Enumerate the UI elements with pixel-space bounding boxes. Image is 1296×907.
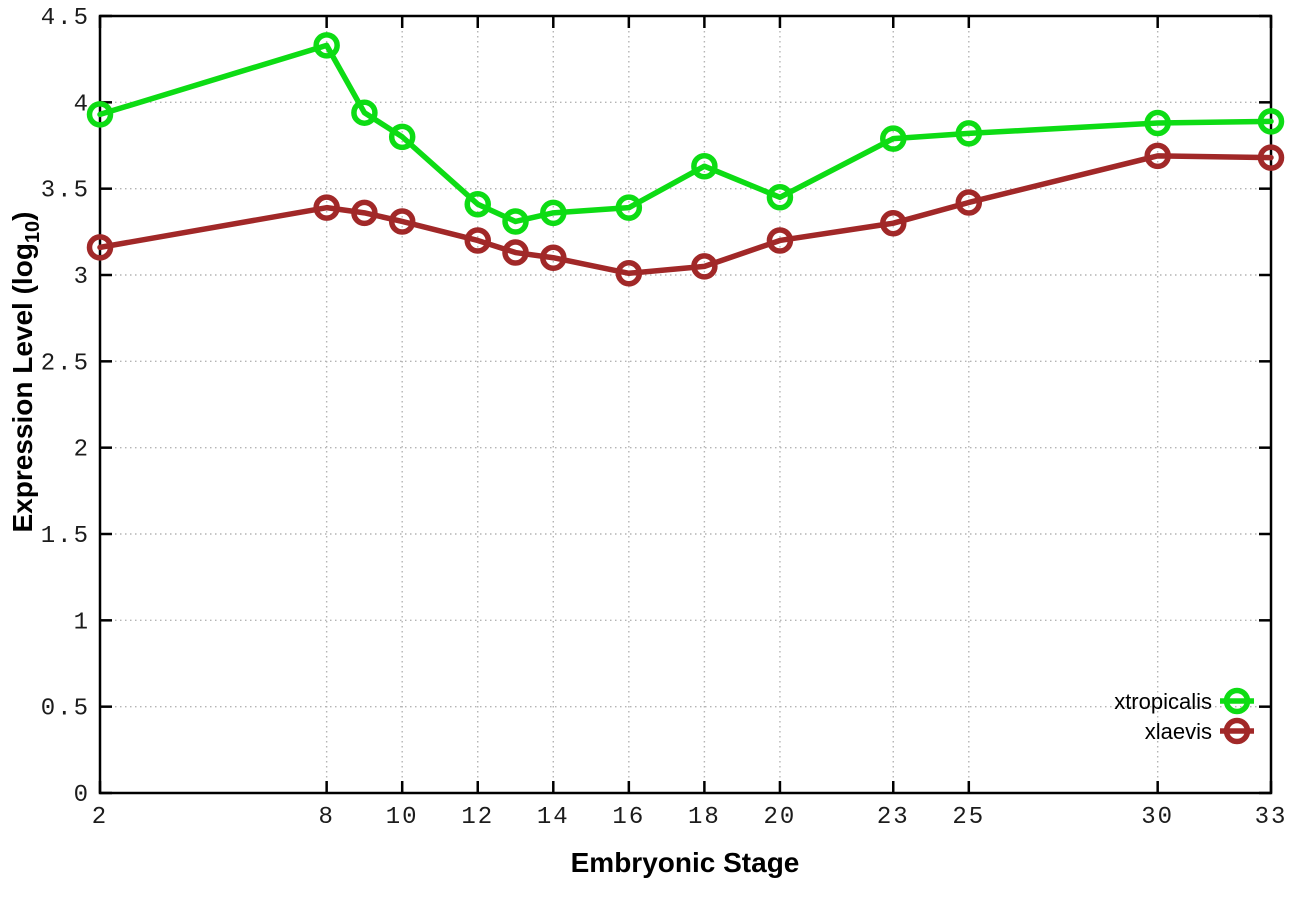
data-point-xtropicalis: [313, 32, 340, 59]
data-point-xlaevis: [691, 253, 718, 280]
legend-sample-marker-xlaevis: [1223, 717, 1251, 745]
data-point-xtropicalis: [540, 199, 567, 227]
y-tick-label: 3: [74, 264, 90, 291]
data-point-xtropicalis: [1257, 108, 1285, 135]
x-tick-label: 12: [461, 804, 494, 831]
x-tick-label: 30: [1141, 804, 1174, 831]
x-tick-label: 10: [386, 804, 419, 831]
data-point-xlaevis: [615, 260, 643, 287]
data-point-xtropicalis: [1144, 109, 1171, 137]
legend-sample-marker-xtropicalis: [1223, 687, 1251, 715]
plot-border: [98, 14, 1273, 795]
data-point-xlaevis: [351, 199, 378, 227]
data-point-xlaevis: [388, 208, 416, 235]
data-point-xlaevis: [955, 189, 983, 216]
y-tick-label: 4: [74, 91, 90, 118]
y-tick-label: 1.5: [41, 523, 90, 550]
data-point-xlaevis: [880, 209, 907, 237]
legend-label-xlaevis: xlaevis: [1145, 719, 1212, 744]
y-tick-label: 2.5: [41, 350, 90, 377]
x-axis-title: Embryonic Stage: [570, 847, 800, 878]
data-point-xtropicalis: [615, 194, 643, 221]
y-axis-title-main: Expression Level (log: [7, 243, 38, 533]
x-tick-label: 2: [92, 804, 108, 831]
y-tick-label: 3.5: [41, 178, 90, 205]
x-tick-label: 14: [537, 804, 570, 831]
x-tick-label: 33: [1255, 804, 1288, 831]
data-point-xlaevis: [464, 227, 491, 254]
data-point-xtropicalis: [388, 123, 416, 151]
y-axis-title-subscript: 10: [22, 220, 44, 244]
data-point-xlaevis: [86, 234, 114, 261]
data-point-xtropicalis: [502, 208, 529, 235]
data-point-xtropicalis: [880, 125, 907, 152]
data-point-xtropicalis: [955, 120, 983, 147]
data-point-xtropicalis: [351, 99, 378, 126]
data-point-xlaevis: [313, 194, 340, 221]
y-axis-title-end: ): [7, 211, 38, 221]
series-line-xtropicalis: [97, 42, 1274, 225]
y-tick-label: 0.5: [41, 696, 90, 723]
x-tick-label: 23: [877, 804, 910, 831]
data-point-xtropicalis: [86, 101, 114, 128]
data-point-xlaevis: [1144, 142, 1171, 170]
data-point-xlaevis: [502, 239, 529, 266]
data-point-xlaevis: [540, 244, 567, 271]
data-point-xlaevis: [1257, 144, 1285, 171]
x-tick-label: 18: [688, 804, 721, 831]
y-tick-label: 0: [74, 782, 90, 809]
data-point-xtropicalis: [464, 190, 491, 218]
legend-label-xtropicalis: xtropicalis: [1114, 689, 1212, 714]
x-tick-label: 20: [764, 804, 797, 831]
data-point-xtropicalis: [766, 184, 794, 211]
x-tick-label: 8: [318, 804, 334, 831]
data-point-xtropicalis: [691, 152, 718, 180]
y-axis-title: Expression Level (log10): [7, 212, 45, 533]
y-tick-label: 2: [74, 437, 90, 464]
y-tick-label: 1: [74, 609, 90, 636]
y-tick-label: 4.5: [41, 5, 90, 32]
x-tick-label: 25: [952, 804, 985, 831]
x-tick-label: 16: [612, 804, 645, 831]
data-point-xlaevis: [766, 227, 794, 254]
